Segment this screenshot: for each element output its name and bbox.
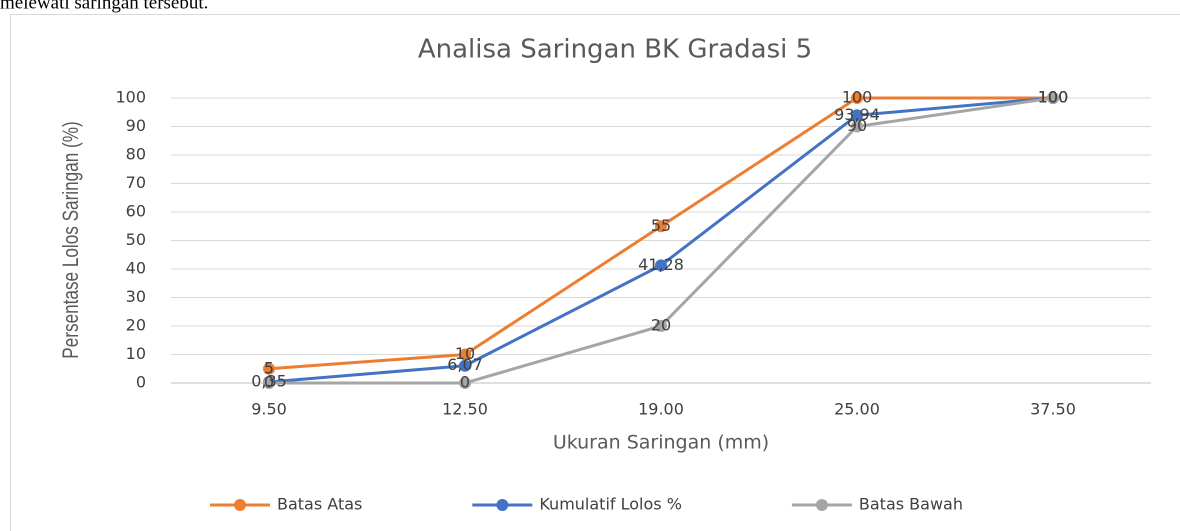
chart-frame [10,14,1180,531]
data-label: 0 [460,373,470,392]
data-label: 20 [651,316,671,335]
data-label: 0 [264,373,274,392]
y-tick-label: 0 [136,373,146,392]
legend-marker [234,499,246,511]
marker [655,220,667,233]
x-axis-title: Ukuran Saringan (mm) [553,432,769,454]
y-tick-label: 50 [126,230,146,249]
data-label: 90 [847,116,867,135]
data-label: 100 [1038,88,1069,107]
y-tick-label: 90 [126,116,146,135]
marker [459,377,471,389]
x-tick-label: 12.50 [442,400,488,419]
data-label: 6,07 [447,355,483,374]
legend-marker [815,499,828,511]
legend-label: Batas Bawah [859,495,963,514]
data-label: 55 [651,216,671,235]
marker [655,259,667,272]
marker [1047,92,1059,104]
x-tick-label: 9.50 [251,400,287,419]
marker [851,92,863,104]
x-tick-label: 37.50 [1030,400,1076,419]
y-tick-label: 40 [126,259,146,278]
data-label: 10 [455,344,475,363]
page-text: melewati saringan tersebut. [0,0,208,13]
data-label: 5 [264,358,274,377]
y-axis-title: Persentase Lolos Saringan (%) [59,121,84,358]
y-tick-label: 80 [126,145,146,164]
y-tick-label: 100 [115,88,146,107]
marker [459,359,471,372]
data-label: 0,35 [251,372,287,391]
y-tick-label: 20 [126,316,146,335]
data-label: 100 [1038,88,1069,107]
legend-label: Batas Atas [277,495,362,514]
marker [655,320,667,332]
data-label: 93,94 [834,105,880,124]
x-tick-label: 19.00 [638,400,684,419]
chart-title: Analisa Saringan BK Gradasi 5 [418,35,812,65]
marker [263,377,275,389]
data-label: 100 [842,88,873,107]
legend-label: Kumulatif Lolos % [539,495,682,514]
data-label: 100 [1038,88,1069,107]
y-tick-label: 70 [126,173,146,192]
marker [851,120,863,133]
x-tick-label: 25.00 [834,400,880,419]
marker [851,109,863,122]
data-label: 41,28 [638,255,684,274]
legend-marker [496,499,509,511]
marker [263,362,275,375]
y-tick-label: 30 [126,287,146,306]
y-tick-label: 60 [126,202,146,221]
y-tick-label: 10 [126,344,146,363]
marker [459,348,471,361]
